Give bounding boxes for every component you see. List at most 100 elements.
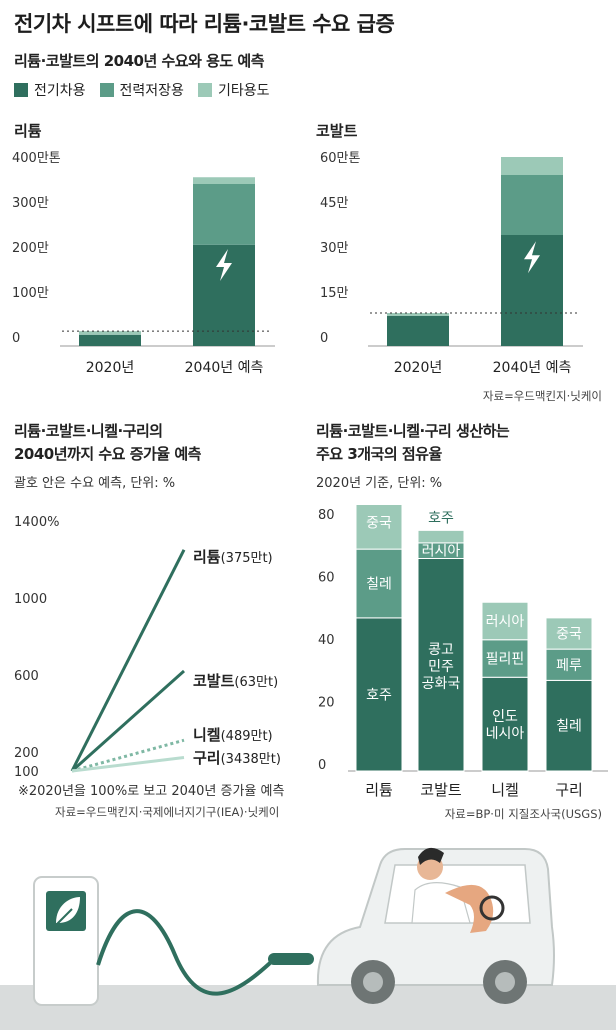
share-ytick-label: 60: [318, 571, 335, 586]
share-ytick-label: 20: [318, 696, 335, 711]
growth-series-name: 니켈: [193, 726, 221, 744]
legend-item-other: 기타용도: [197, 80, 270, 100]
growth-line-니켈: [71, 738, 185, 773]
share-bar-segment: [481, 676, 529, 772]
growth-line-코발트: [71, 669, 185, 773]
page-subtitle: 리튬·코발트의 2040년 수요와 용도 예측: [14, 52, 265, 70]
lithium-demand-chart: 0 100만 200만 300만 400만톤 2020년 2040년 예측: [12, 151, 275, 376]
share-segment-label: 칠레: [366, 577, 392, 593]
charging-cable: [96, 909, 272, 996]
cobalt-ytick-label: 45만: [320, 196, 349, 211]
cobalt-category-label: 2040년 예측: [493, 360, 572, 376]
growth-ytick-label: 600: [14, 669, 39, 684]
share-segment-label: 칠레: [556, 719, 582, 735]
lithium-ytick-label: 100만: [12, 286, 49, 301]
legend-item-storage: 전력저장용: [99, 80, 184, 100]
share-ytick-label: 0: [318, 758, 326, 773]
cobalt-ytick-label: 60만톤: [320, 151, 361, 166]
share-bar-segment: [545, 648, 593, 681]
lithium-ytick-label: 300만: [12, 196, 49, 211]
legend-swatch-other: [197, 83, 212, 97]
lithium-ytick-label: 400만톤: [12, 151, 61, 166]
growth-series-label: 니켈(489만t): [193, 726, 273, 744]
growth-line-리튬: [70, 549, 186, 772]
share-bar-segment: [417, 529, 465, 544]
growth-line-구리: [71, 756, 185, 773]
lithium-bar-1-기타용도: [193, 177, 255, 184]
share-segment-label: 민주: [428, 659, 454, 675]
share-bar-segment: [417, 558, 465, 772]
lithium-bar-1-전력저장용: [193, 184, 255, 245]
cobalt-ytick-label: 15만: [320, 286, 349, 301]
growth-ytick-label: 200: [14, 746, 39, 761]
lithium-category-label: 2040년 예측: [185, 360, 264, 376]
share-bar-chart: 020406080호주칠레중국리튬콩고민주공화국러시아호주코발트인도네시아필리핀…: [318, 505, 608, 799]
legend-swatch-ev: [14, 83, 28, 97]
share-ytick-label: 80: [318, 508, 335, 523]
growth-ytick-label: 100: [14, 765, 39, 780]
growth-series-name: 코발트: [193, 672, 235, 690]
cobalt-bar-1-전력저장용: [501, 175, 563, 235]
share-segment-label: 러시아: [486, 614, 525, 630]
cobalt-bar-0-전기차용: [387, 316, 449, 346]
cobalt-category-label: 2020년: [394, 360, 443, 376]
cobalt-demand-chart: 0 15만 30만 45만 60만톤 2020년 2040년 예측: [320, 151, 583, 376]
growth-chart-title-line1: 리튬·코발트·니켈·구리의: [14, 422, 163, 440]
share-segment-label: 호주: [366, 687, 392, 703]
share-ytick-label: 40: [318, 633, 335, 648]
legend-label-ev: 전기차용: [34, 83, 86, 99]
cobalt-chart-title: 코발트: [316, 122, 358, 140]
growth-ytick-label: 1400%: [14, 515, 59, 530]
lithium-bar-0-기타용도: [79, 331, 141, 335]
cobalt-ytick-label: 30만: [320, 241, 349, 256]
page-title: 전기차 시프트에 따라 리튬·코발트 수요 급증: [14, 12, 395, 36]
share-chart-source: 자료=BP·미 지질조사국(USGS): [444, 807, 602, 821]
share-category-label: 구리: [555, 781, 583, 799]
share-chart-title: 리튬·코발트·니켈·구리 생산하는 주요 3개국의 점유율: [316, 420, 510, 466]
lithium-ytick-label: 0: [12, 331, 20, 346]
share-chart-title-line1: 리튬·코발트·니켈·구리 생산하는: [316, 422, 510, 440]
growth-line-chart: 100 200 600 1000 1400% 리튬(375만t) 코발트(63만t) 니켈(4…: [14, 515, 281, 780]
share-segment-label: 중국: [366, 516, 392, 532]
share-category-label: 코발트: [420, 781, 462, 799]
legend-label-other: 기타용도: [217, 83, 270, 99]
cobalt-lightning-icon: [524, 241, 540, 274]
legend-item-ev: 전기차용: [14, 80, 86, 100]
share-segment-label: 호주: [428, 510, 454, 526]
growth-chart-footnote: ※2020년을 100%로 보고 2040년 증가율 예측: [18, 784, 285, 799]
growth-series-name: 구리: [193, 749, 221, 767]
share-segment-label: 콩고: [428, 642, 454, 658]
lithium-lightning-icon: [216, 249, 232, 281]
share-chart-title-line2: 주요 3개국의 점유율: [316, 445, 442, 463]
lithium-ytick-label: 200만: [12, 241, 49, 256]
share-segment-label: 중국: [556, 627, 582, 643]
cobalt-bar-0-기타용도: [387, 313, 449, 316]
growth-chart-title-line2: 2040년까지 수요 증가율 예측: [14, 445, 201, 463]
share-category-label: 니켈: [491, 781, 519, 799]
cobalt-ytick-label: 0: [320, 331, 328, 346]
growth-series-label: 코발트(63만t): [193, 672, 278, 690]
share-bar-segment: [545, 617, 593, 650]
charging-station-icon: [33, 876, 99, 1006]
share-segment-label: 인도: [492, 709, 518, 725]
growth-series-note: (489만t): [221, 729, 273, 744]
share-segment-label: 필리핀: [486, 652, 525, 668]
share-chart-subtitle: 2020년 기준, 단위: %: [316, 476, 443, 491]
share-segment-label: 페루: [556, 658, 582, 674]
legend-swatch-storage: [99, 83, 114, 97]
legend-label-storage: 전력저장용: [119, 83, 184, 99]
share-segment-label: 공화국: [422, 676, 461, 692]
growth-series-note: (375만t): [221, 551, 273, 566]
growth-chart-subtitle: 괄호 안은 수요 예측, 단위: %: [14, 476, 176, 491]
share-category-label: 리튬: [365, 781, 393, 799]
growth-chart-source: 자료=우드맥킨지·국제에너지기구(IEA)·닛케이: [55, 805, 280, 819]
share-bar-segment: [545, 679, 593, 772]
growth-chart-title: 리튬·코발트·니켈·구리의 2040년까지 수요 증가율 예측: [14, 420, 201, 466]
cobalt-bar-1-기타용도: [501, 157, 563, 175]
ev-charging-illustration: [0, 847, 616, 1030]
growth-series-note: (3438만t): [221, 752, 281, 767]
share-segment-label: 네시아: [486, 726, 525, 742]
share-bar-segment: [481, 601, 529, 641]
growth-ytick-label: 1000: [14, 592, 47, 607]
charging-plug: [268, 953, 314, 965]
